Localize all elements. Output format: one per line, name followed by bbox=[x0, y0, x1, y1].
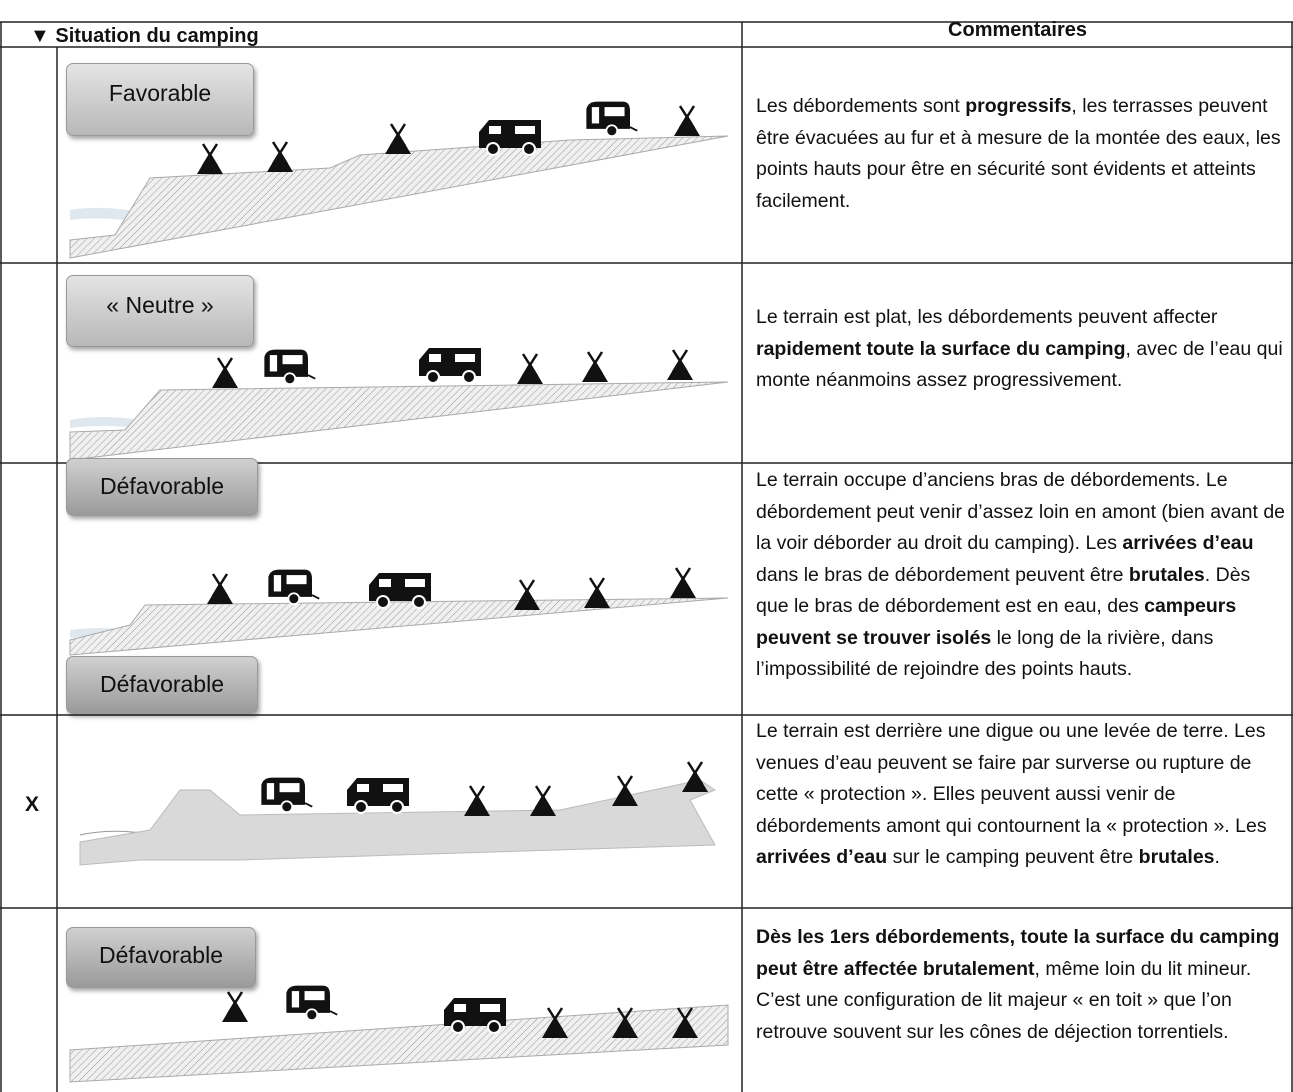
comment-bold: arrivées d’eau bbox=[756, 846, 888, 868]
comment-text: Le terrain est derrière une digue ou une… bbox=[756, 720, 1267, 837]
comment-text: Les débordements sont bbox=[756, 95, 966, 117]
icon bbox=[346, 777, 410, 814]
comment: Les débordements sont progressifs, les t… bbox=[756, 91, 1288, 217]
icon bbox=[580, 350, 610, 382]
icon bbox=[582, 576, 612, 608]
icon bbox=[680, 760, 710, 792]
situation-label: Défavorable bbox=[66, 656, 258, 714]
situation-label: « Neutre » bbox=[66, 275, 254, 347]
ground-shape bbox=[79, 779, 717, 866]
icon bbox=[260, 776, 314, 814]
comment-text: , les terrasses peuvent être évacuées au… bbox=[756, 95, 1281, 212]
comment-bold: rapidement toute la surface du camping bbox=[756, 337, 1126, 360]
comment-bold: brutales bbox=[1128, 563, 1205, 586]
header-situation: ▼ Situation du camping bbox=[30, 25, 259, 47]
icon bbox=[285, 984, 339, 1022]
icon bbox=[512, 578, 542, 610]
icon bbox=[263, 348, 317, 386]
header-comments: Commentaires bbox=[948, 19, 1087, 41]
comment-text: sur le camping peuvent être bbox=[887, 846, 1139, 868]
comment: Le terrain est derrière une digue ou une… bbox=[756, 716, 1288, 874]
comment-text: . Dès que le bras de débordement est en … bbox=[756, 563, 1251, 618]
icon bbox=[528, 784, 558, 816]
icon bbox=[220, 990, 250, 1022]
icon bbox=[665, 348, 695, 380]
comment-bold: arrivées d’eau bbox=[1122, 532, 1254, 554]
comment-bold: Dès les 1ers débordements, toute la surf… bbox=[756, 926, 1280, 980]
ground-shape bbox=[69, 381, 729, 461]
ground-shape bbox=[70, 207, 140, 222]
icon bbox=[267, 568, 321, 606]
comment-text: , même loin du lit mineur. C’est une con… bbox=[756, 957, 1252, 1043]
icon bbox=[672, 104, 702, 136]
ground-shape bbox=[69, 597, 729, 656]
icon bbox=[195, 142, 225, 174]
ground-shape bbox=[69, 135, 729, 259]
icon bbox=[515, 352, 545, 384]
situation-label: Favorable bbox=[66, 63, 254, 136]
situation-label: Défavorable bbox=[66, 458, 258, 516]
comment-text: Le terrain occupe d’anciens bras de débo… bbox=[756, 469, 1286, 554]
comment-bold: progressifs bbox=[965, 95, 1072, 117]
comment-bold: campeurs peuvent se trouver isolés bbox=[756, 595, 1237, 649]
ground-shape bbox=[70, 417, 140, 428]
icon bbox=[210, 356, 240, 388]
situation-label: Défavorable bbox=[66, 927, 256, 988]
icon bbox=[462, 784, 492, 816]
icon bbox=[383, 122, 413, 154]
selected-mark: X bbox=[25, 793, 40, 816]
comment-bold: brutales bbox=[1138, 846, 1215, 868]
comment: Dès les 1ers débordements, toute la surf… bbox=[756, 922, 1288, 1048]
icon bbox=[418, 347, 482, 384]
comment-text: Le terrain est plat, les débordements pe… bbox=[756, 306, 1218, 328]
ground-shape bbox=[69, 1004, 729, 1083]
icon bbox=[265, 140, 295, 172]
comment: Le terrain occupe d’anciens bras de débo… bbox=[756, 465, 1288, 686]
icon bbox=[585, 100, 639, 138]
comment: Le terrain est plat, les débordements pe… bbox=[756, 302, 1288, 397]
icon bbox=[205, 572, 235, 604]
comment-text: le long de la rivière, dans l’impossibil… bbox=[756, 626, 1214, 681]
icon bbox=[668, 566, 698, 598]
comment-text: , avec de l’eau qui monte néanmoins asse… bbox=[756, 337, 1283, 392]
comment-text: dans le bras de débordement peuvent être bbox=[756, 563, 1129, 586]
comment-text: . bbox=[1214, 846, 1220, 868]
icon bbox=[610, 774, 640, 806]
